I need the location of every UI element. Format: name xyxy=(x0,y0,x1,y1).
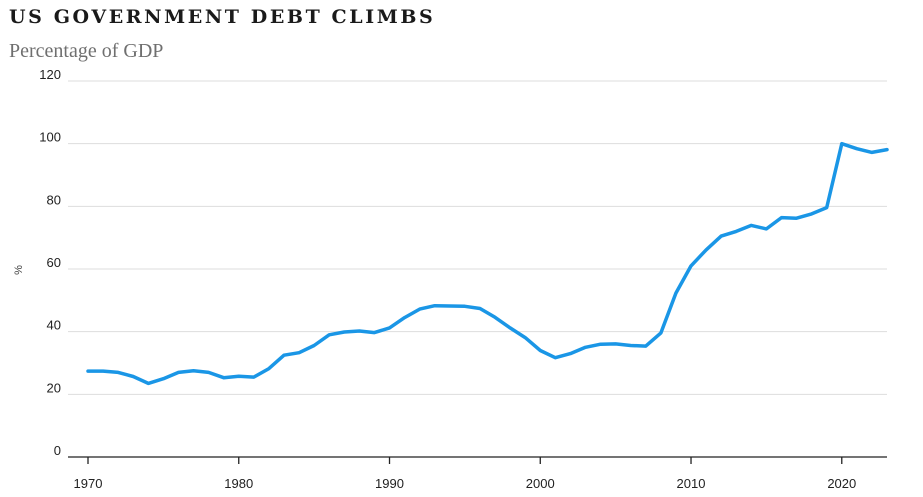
x-tick-label: 1970 xyxy=(74,476,103,491)
x-tick-label: 1990 xyxy=(375,476,404,491)
x-tick-label: 2020 xyxy=(827,476,856,491)
x-axis-ticks: 1970 1980 1990 2000 2010 2020 xyxy=(74,457,856,491)
y-tick-label: 0 xyxy=(54,443,61,458)
chart-subtitle: Percentage of GDP xyxy=(9,40,164,62)
y-axis-ticks: 0 20 40 60 80 100 120 xyxy=(39,67,61,458)
chart-title: US GOVERNMENT DEBT CLIMBS xyxy=(9,6,436,28)
series-line xyxy=(86,141,889,386)
gridlines xyxy=(68,80,887,458)
y-tick-label: 60 xyxy=(47,255,61,270)
x-tick-label: 2000 xyxy=(526,476,555,491)
x-tick-label: 1980 xyxy=(224,476,253,491)
y-axis-label: % xyxy=(13,265,25,275)
y-tick-label: 40 xyxy=(47,318,61,333)
y-tick-label: 20 xyxy=(47,380,61,395)
x-tick-label: 2010 xyxy=(677,476,706,491)
y-tick-label: 80 xyxy=(47,192,61,207)
y-tick-label: 120 xyxy=(39,67,61,82)
y-tick-label: 100 xyxy=(39,130,61,145)
